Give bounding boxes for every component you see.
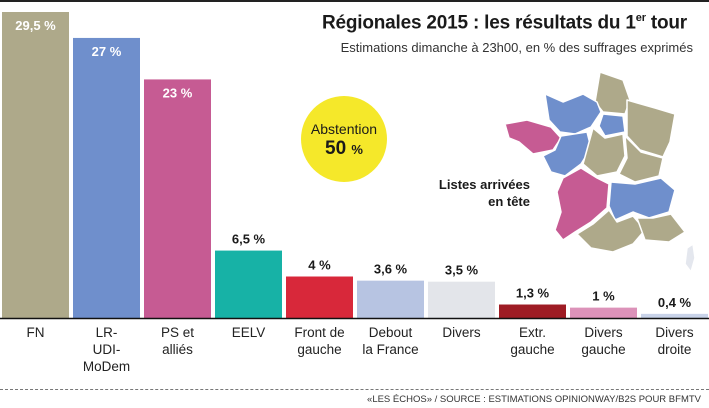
bar-2 <box>73 37 140 319</box>
bar-3 <box>144 79 211 318</box>
map-region-centre <box>582 127 626 177</box>
category-label-2: LR- <box>96 325 118 340</box>
map-region-corse <box>684 243 696 272</box>
bar-10 <box>641 313 708 318</box>
bar-8 <box>499 304 566 318</box>
abstention-value: 50 <box>325 138 347 159</box>
map-region-hauts-de-france <box>594 72 631 115</box>
category-label-5: gauche <box>297 342 341 357</box>
value-label-8: 1,3 % <box>516 286 550 301</box>
abstention-value-wrap: 50 % <box>301 138 387 160</box>
category-label-6: Debout <box>369 325 413 340</box>
map-region-bretagne <box>505 119 562 155</box>
map-label-line2: en tête <box>488 194 530 209</box>
value-label-9: 1 % <box>592 289 615 304</box>
map-region-pays-de-la-loire <box>542 131 592 177</box>
map-region-nouvelle-aquitaine <box>554 167 610 241</box>
bar-6 <box>357 280 424 318</box>
category-label-9: gauche <box>581 342 625 357</box>
map-label-line1: Listes arrivées <box>438 177 530 192</box>
category-label-2: MoDem <box>83 359 130 374</box>
map-legend-label: Listes arrivées en tête <box>425 176 530 210</box>
map-region-grand-est <box>626 99 676 158</box>
value-label-2: 27 % <box>92 44 122 59</box>
title-superscript: er <box>635 12 646 24</box>
bar-5 <box>286 276 353 318</box>
category-label-6: la France <box>362 342 418 357</box>
map-region-paca <box>636 213 686 243</box>
bar-1 <box>2 12 69 318</box>
chart-title: Régionales 2015 : les résultats du 1er t… <box>322 12 687 34</box>
category-label-1: FN <box>27 325 45 340</box>
category-label-9: Divers <box>584 325 623 340</box>
value-label-7: 3,5 % <box>445 263 479 278</box>
value-label-5: 4 % <box>308 258 331 273</box>
category-label-7: Divers <box>442 325 481 340</box>
france-map <box>505 72 696 272</box>
category-label-8: gauche <box>510 342 554 357</box>
source-credit: «LES ÉCHOS» / SOURCE : ESTIMATIONS OPINI… <box>367 394 701 405</box>
bar-4 <box>215 250 282 318</box>
title-text: Régionales 2015 : les résultats du 1 <box>321 12 636 34</box>
abstention-unit: % <box>351 142 363 157</box>
map-region-ile-de-france <box>598 113 626 137</box>
bar-9 <box>570 307 637 318</box>
value-label-10: 0,4 % <box>658 295 692 310</box>
map-region-auvergne-rhone-alpes <box>608 177 676 221</box>
map-region-normandie <box>544 93 602 135</box>
value-label-1: 29,5 % <box>15 18 56 33</box>
category-label-4: EELV <box>232 325 266 340</box>
category-label-10: droite <box>658 342 692 357</box>
category-label-10: Divers <box>655 325 694 340</box>
category-label-3: PS et <box>161 325 194 340</box>
category-label-5: Front de <box>294 325 344 340</box>
category-label-3: alliés <box>162 342 193 357</box>
top-border <box>0 0 709 2</box>
abstention-label: Abstention <box>310 121 378 137</box>
title-end: tour <box>645 12 687 34</box>
bar-7 <box>428 281 495 318</box>
chart-subtitle: Estimations dimanche à 23h00, en % des s… <box>340 40 693 55</box>
value-label-3: 23 % <box>163 85 193 100</box>
footer-divider <box>0 389 709 390</box>
map-region-bourgogne <box>618 135 664 183</box>
value-label-4: 6,5 % <box>232 232 266 247</box>
category-label-8: Extr. <box>519 325 546 340</box>
value-label-6: 3,6 % <box>374 262 408 277</box>
abstention-badge: Abstention 50 % <box>301 96 387 182</box>
category-label-2: UDI- <box>93 342 121 357</box>
